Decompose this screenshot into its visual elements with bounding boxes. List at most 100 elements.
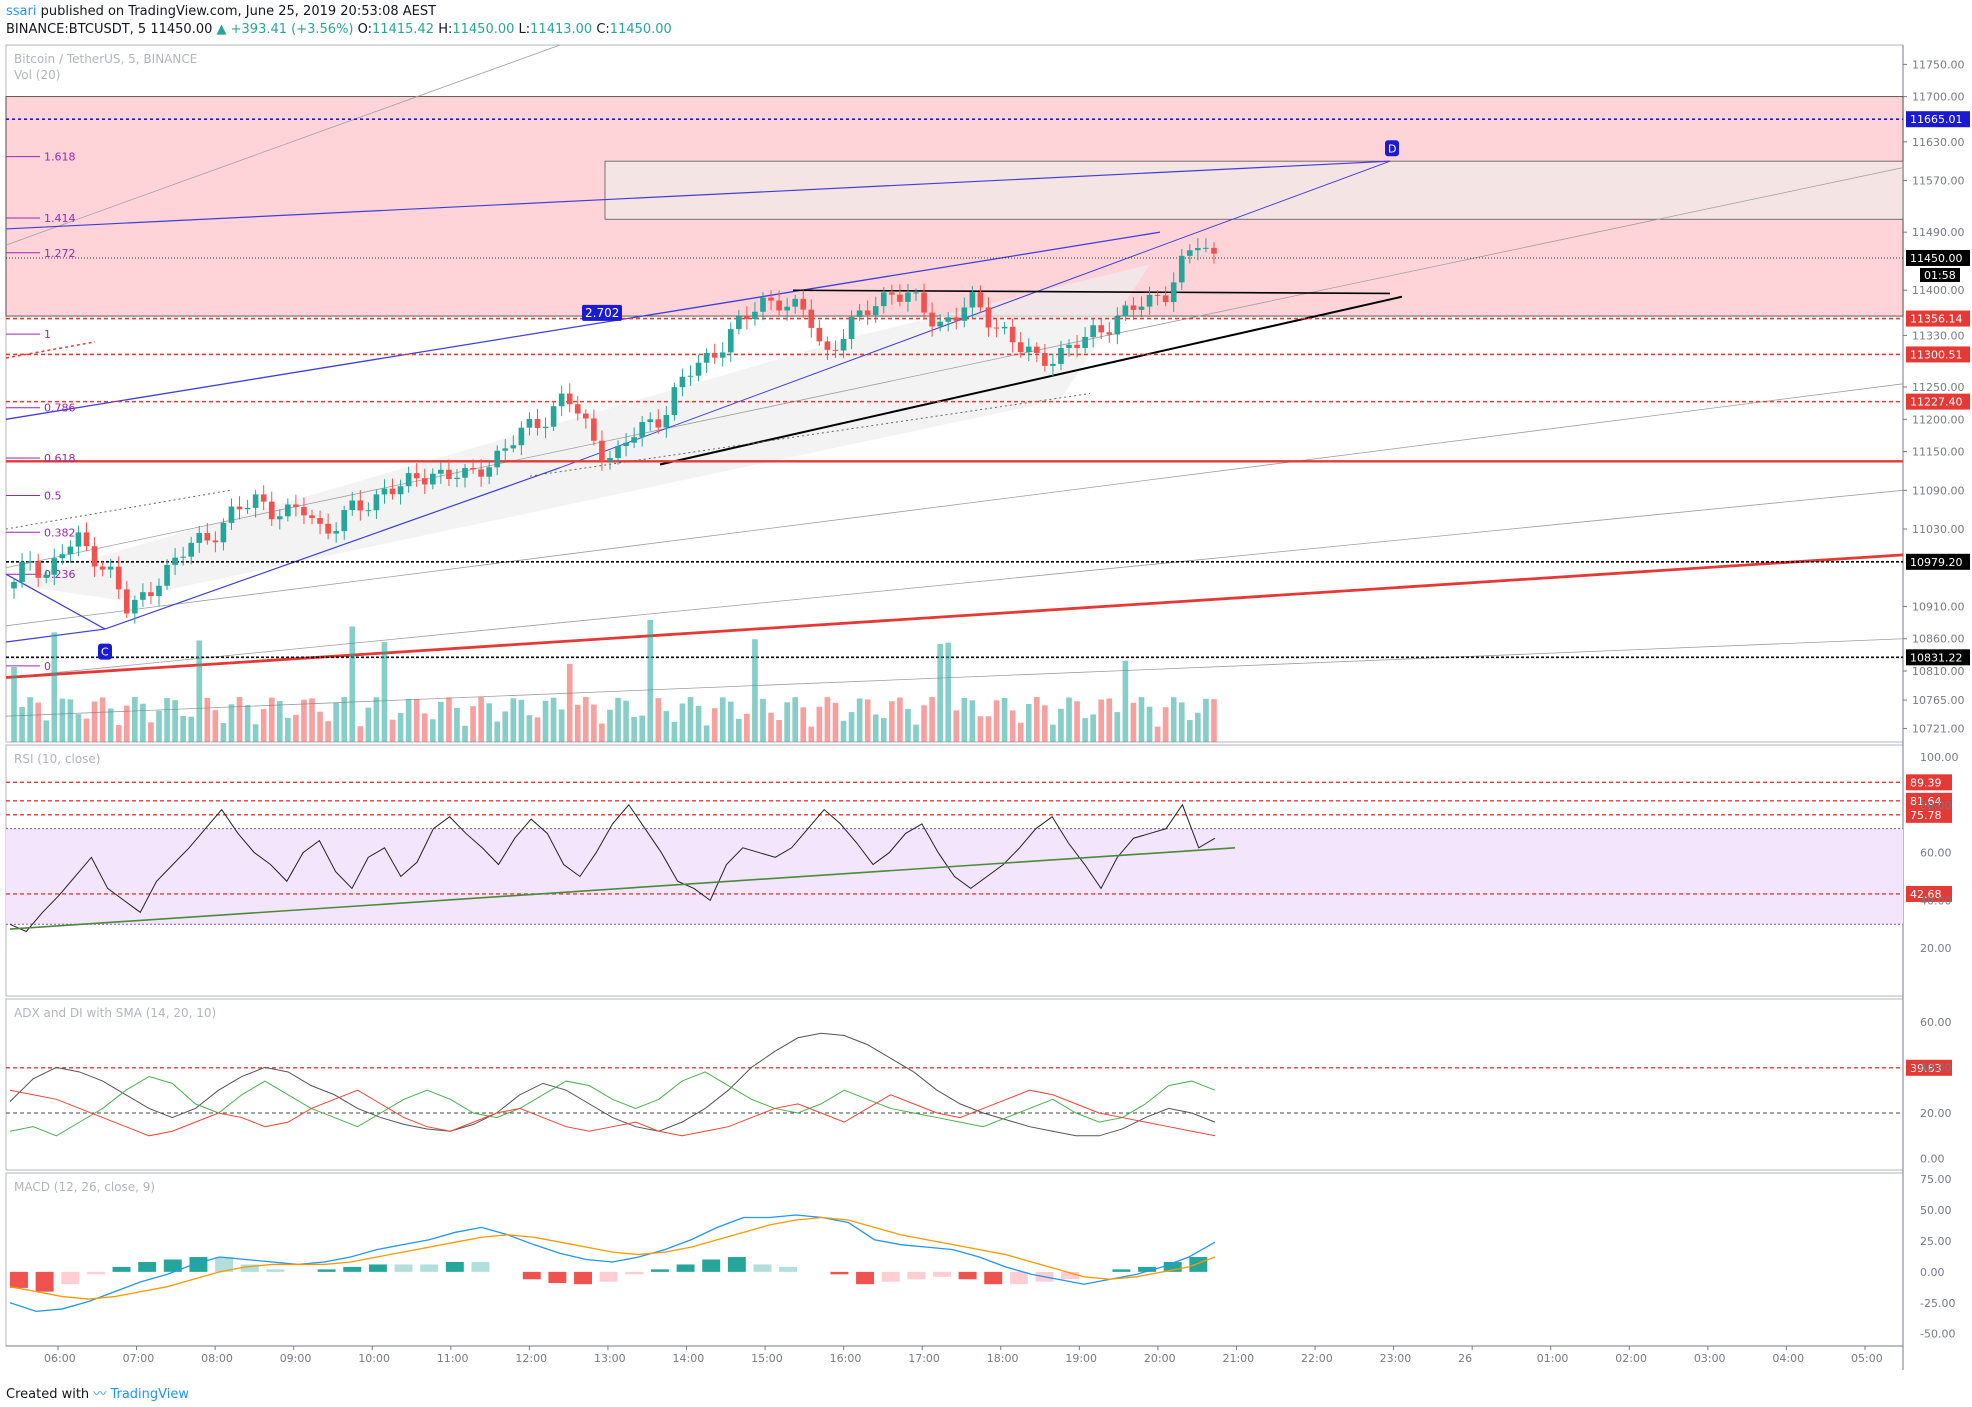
volume-bar — [494, 721, 501, 742]
macd-histogram-bar — [702, 1259, 721, 1272]
trend-line-grey — [5, 383, 1904, 627]
close-value: 11450.00 — [609, 22, 672, 37]
macd-histogram-bar — [1112, 1269, 1131, 1272]
volume-bar — [365, 707, 372, 742]
pattern-point-tag — [98, 643, 112, 660]
volume-bar — [83, 718, 90, 742]
volume-bar — [220, 723, 227, 742]
price-change: ▲ +393.41 (+3.56%) — [216, 22, 354, 37]
volume-bar — [1178, 702, 1185, 742]
candle-body — [1170, 282, 1177, 303]
blue-channel-upper — [5, 231, 1161, 420]
candle-body — [639, 422, 646, 438]
candle-body — [550, 406, 557, 427]
candle-body — [1178, 255, 1185, 283]
candle-body — [969, 292, 976, 308]
footer: Created with 〰 TradingView — [6, 1383, 189, 1402]
author-name[interactable]: ssari — [6, 4, 37, 19]
volume-bar — [1033, 697, 1040, 742]
candle-body — [285, 504, 291, 517]
candle-body — [1138, 306, 1145, 310]
candle-body — [83, 532, 90, 547]
volume-bar — [470, 706, 476, 742]
candle-body — [180, 556, 186, 558]
price-level-label: 11227.40 — [1910, 396, 1963, 409]
low-value: 11413.00 — [530, 22, 593, 37]
candle-body — [325, 523, 331, 534]
fib-level-label: 0.786 — [44, 402, 76, 415]
x-tick-label: 09:00 — [280, 1352, 312, 1365]
volume-bar — [478, 697, 484, 742]
volume-bar — [285, 717, 291, 742]
volume-bar — [107, 708, 114, 742]
x-tick-label: 18:00 — [987, 1352, 1019, 1365]
volume-bar — [140, 703, 146, 742]
macd-histogram-bar — [445, 1261, 464, 1272]
candle-body — [880, 292, 887, 307]
volume-bar — [905, 708, 911, 742]
x-tick-label: 14:00 — [673, 1352, 705, 1365]
volume-bar — [550, 697, 557, 742]
candle-body — [856, 310, 863, 317]
macd-histogram-bar — [932, 1271, 951, 1277]
candle-body — [1017, 342, 1024, 353]
candle-body — [172, 557, 178, 565]
candle-body — [1203, 247, 1209, 249]
macd-histogram-bar — [830, 1271, 849, 1275]
candle-body — [220, 522, 227, 543]
volume-bar — [534, 717, 541, 742]
candle-body — [574, 404, 581, 414]
volume-bar — [19, 706, 25, 742]
support-trendline — [659, 295, 1403, 466]
volume-bar — [301, 699, 307, 742]
candle-body — [438, 469, 444, 474]
candle-body — [985, 307, 992, 328]
candle-body — [373, 494, 380, 511]
candle-body — [502, 448, 509, 451]
volume-bar — [1154, 726, 1161, 742]
candle-body — [558, 393, 565, 407]
volume-bar — [711, 708, 718, 742]
candle-body — [1154, 294, 1161, 296]
candle-body — [1211, 247, 1217, 254]
macd-histogram-bar — [1061, 1271, 1080, 1280]
macd-histogram-bar — [1189, 1257, 1208, 1272]
volume-bar — [260, 709, 267, 742]
volume-bar — [67, 699, 74, 742]
macd-tick-label: 75.00 — [1920, 1173, 1952, 1186]
price-level-tag — [1906, 346, 1970, 363]
volume-bar — [148, 722, 154, 742]
volume-bar — [172, 700, 178, 742]
symbol-info: BINANCE:BTCUSDT, 5 11450.00 ▲ +393.41 (+… — [6, 22, 672, 37]
volume-bar — [639, 715, 646, 742]
candle-body — [647, 419, 654, 423]
volume-bar — [623, 700, 629, 742]
candle-body — [413, 473, 420, 479]
macd-tick-label: 25.00 — [1920, 1235, 1952, 1248]
candle-body — [421, 478, 428, 485]
macd-title: MACD (12, 26, close, 9) — [14, 1180, 156, 1194]
volume-bar — [679, 703, 686, 742]
y-tick-label: 11630.00 — [1912, 136, 1965, 149]
candle-body — [921, 292, 927, 313]
macd-histogram-bar — [368, 1264, 387, 1272]
volume-bar — [381, 642, 388, 742]
fib-level-label: 1.618 — [44, 151, 76, 164]
candle-body — [1042, 352, 1048, 366]
footer-brand[interactable]: TradingView — [110, 1387, 190, 1402]
price-level-label: 11300.51 — [1910, 348, 1963, 361]
fib-level-label: 1 — [44, 328, 51, 341]
x-tick-label: 22:00 — [1301, 1352, 1333, 1365]
volume-bar — [413, 699, 420, 742]
volume-bar — [1009, 710, 1016, 742]
volume-bar — [502, 711, 509, 742]
candle-body — [59, 554, 66, 559]
y-tick-label: 10721.00 — [1912, 722, 1965, 735]
x-tick-label: 26 — [1458, 1352, 1472, 1365]
trend-line-grey — [5, 44, 561, 246]
publish-text: published on TradingView.com, June 25, 2… — [40, 4, 437, 19]
candle-body — [276, 516, 283, 520]
x-tick-label: 23:00 — [1380, 1352, 1412, 1365]
x-tick-label: 03:00 — [1694, 1352, 1726, 1365]
